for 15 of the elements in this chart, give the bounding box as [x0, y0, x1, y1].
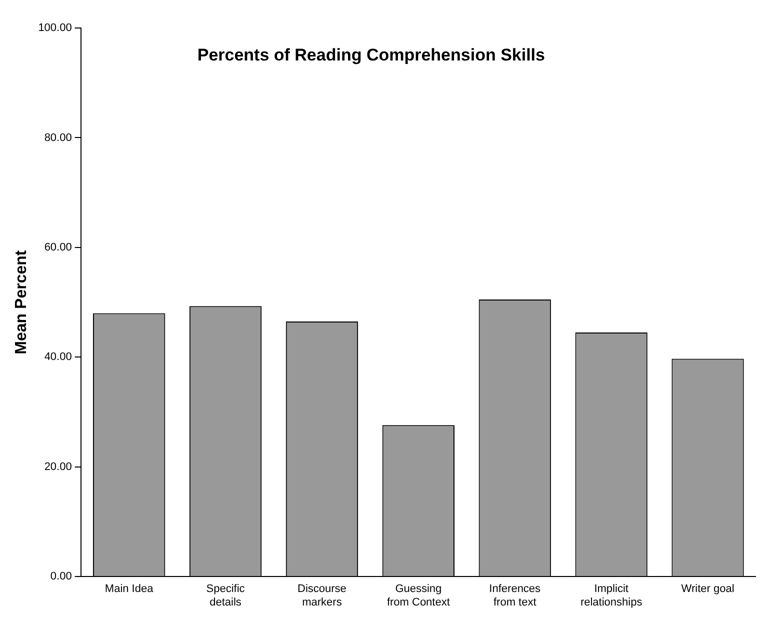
x-tick-label: Main Idea	[104, 583, 154, 596]
x-tick-label: Specific details	[206, 583, 246, 608]
x-tick-label: Inferences from text	[489, 583, 542, 608]
y-tick-label: 40.00	[44, 351, 72, 364]
y-tick-label: 100.00	[38, 22, 72, 34]
y-tick-label: 80.00	[44, 132, 72, 144]
x-tick-label: Implicit relationships	[580, 583, 643, 608]
text: Percents of Reading Comprehension Skills	[197, 46, 545, 65]
y-tick-label: 20.00	[44, 460, 72, 473]
x-tick-label: Guessing from Context	[386, 583, 450, 608]
y-tick-label: 60.00	[44, 241, 72, 254]
y-axis-title: Mean Percent	[13, 250, 30, 354]
x-tick-label: Writer goal	[681, 583, 734, 596]
x-tick-label: Discourse markers	[298, 583, 346, 608]
y-tick-label: 0.00	[50, 570, 72, 583]
